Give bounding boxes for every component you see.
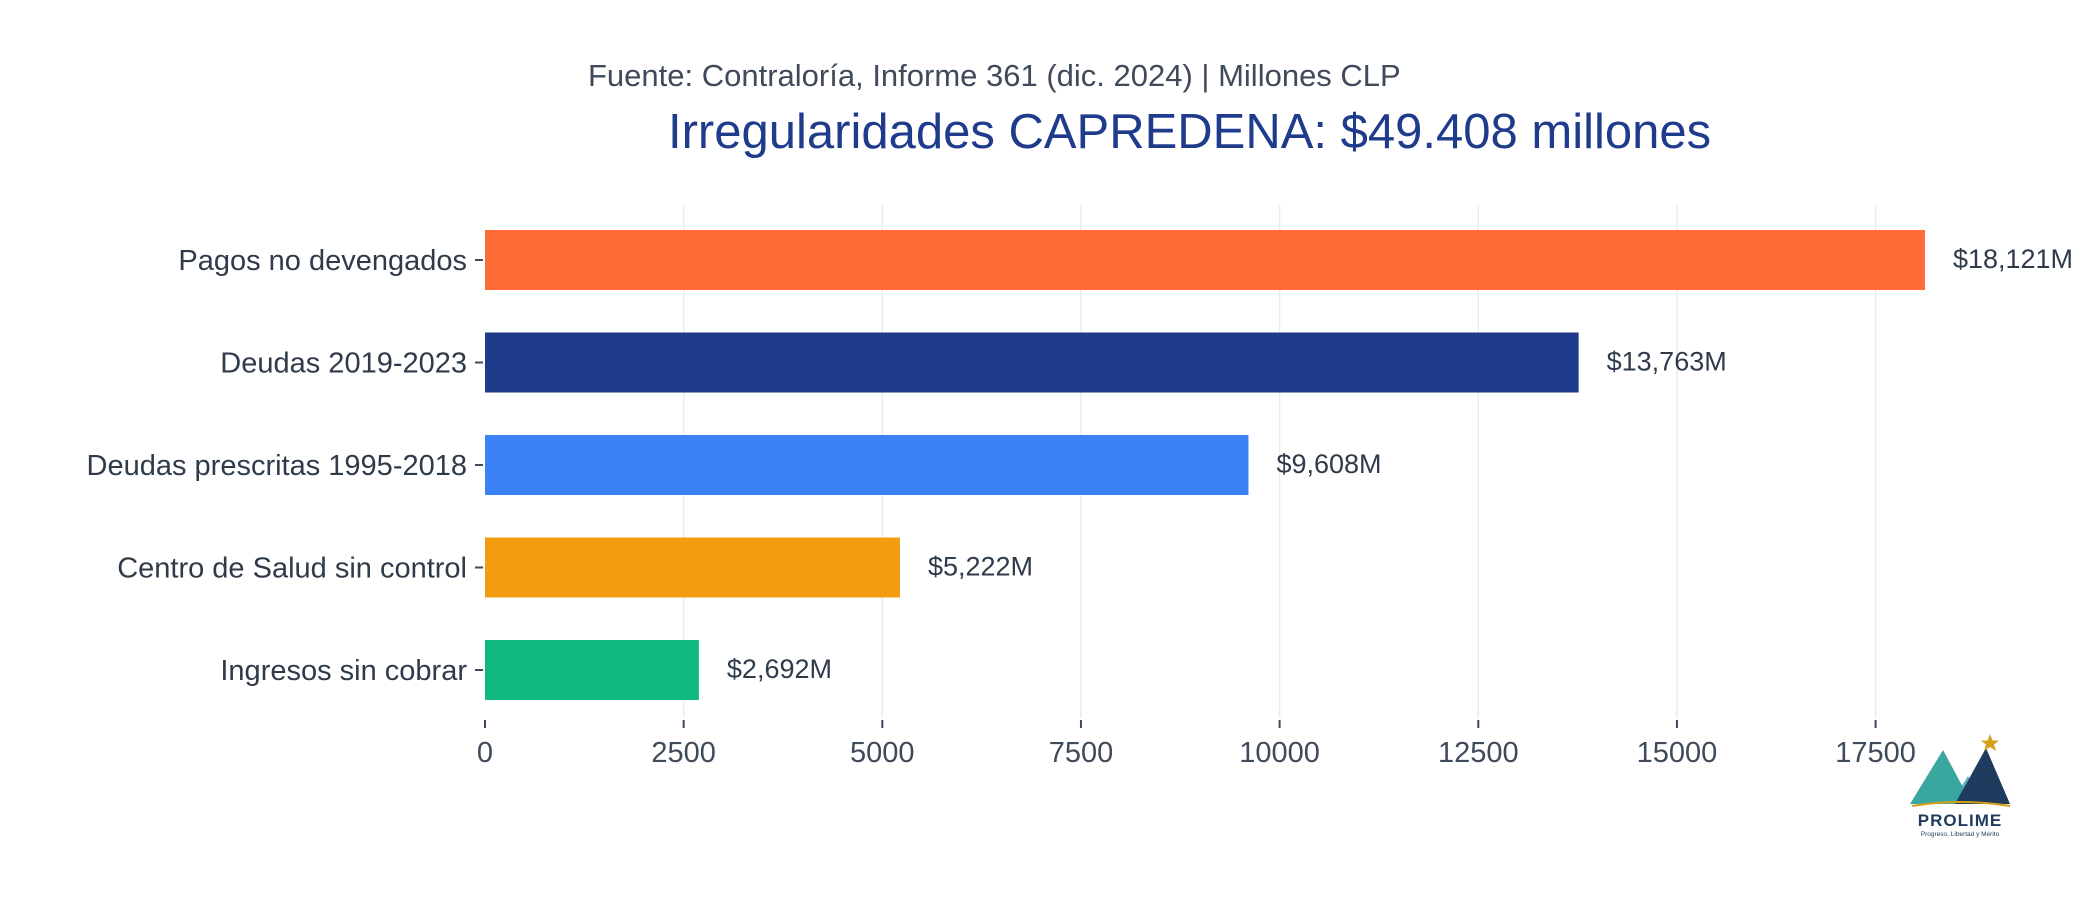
value-label-2: $9,608M xyxy=(1276,449,1381,479)
category-label-2: Deudas prescritas 1995-2018 xyxy=(87,450,467,482)
bar-0 xyxy=(485,230,1925,290)
logo-swoosh xyxy=(1911,801,2011,807)
x-tick-label-0: 0 xyxy=(477,737,493,769)
x-tick-label-6: 15000 xyxy=(1637,737,1718,769)
bar-1 xyxy=(485,332,1579,393)
bars xyxy=(485,230,1925,700)
x-tick-label-1: 2500 xyxy=(651,737,716,769)
chart-title: Irregularidades CAPREDENA: $49.408 millo… xyxy=(668,105,1711,159)
category-label-1: Deudas 2019-2023 xyxy=(220,348,467,380)
prolime-logo: PROLIME Progreso, Libertad y Mérito xyxy=(1910,734,2011,838)
category-label-3: Centro de Salud sin control xyxy=(117,553,467,585)
star-icon xyxy=(1981,734,1999,751)
value-label-0: $18,121M xyxy=(1953,244,2073,274)
category-labels: Pagos no devengados Deudas 2019-2023 Deuda… xyxy=(87,245,483,687)
x-tick-label-2: 5000 xyxy=(850,737,915,769)
x-tick-label-5: 12500 xyxy=(1438,737,1519,769)
logo-mountain-navy xyxy=(1955,748,2010,804)
category-label-4: Ingresos sin cobrar xyxy=(220,655,467,687)
logo-text: PROLIME xyxy=(1918,811,2002,830)
x-tick-label-3: 7500 xyxy=(1049,737,1114,769)
value-label-1: $13,763M xyxy=(1607,347,1727,377)
value-label-3: $5,222M xyxy=(928,552,1033,582)
bar-3 xyxy=(485,537,900,598)
category-label-0: Pagos no devengados xyxy=(178,245,467,277)
value-label-4: $2,692M xyxy=(727,654,832,684)
bar-2 xyxy=(485,435,1249,495)
x-tick-label-7: 17500 xyxy=(1835,737,1916,769)
x-tick-label-4: 10000 xyxy=(1239,737,1320,769)
logo-mountain-teal xyxy=(1910,750,1972,804)
value-labels: $18,121M $13,763M $9,608M $5,222M $2,692M xyxy=(727,244,2073,684)
logo-tagline: Progreso, Libertad y Mérito xyxy=(1921,831,2000,838)
bar-4 xyxy=(485,640,699,700)
x-axis: 0 2500 5000 7500 10000 12500 15000 17500 xyxy=(477,720,1916,769)
chart-subtitle: Fuente: Contraloría, Informe 361 (dic. 2… xyxy=(588,58,1401,93)
